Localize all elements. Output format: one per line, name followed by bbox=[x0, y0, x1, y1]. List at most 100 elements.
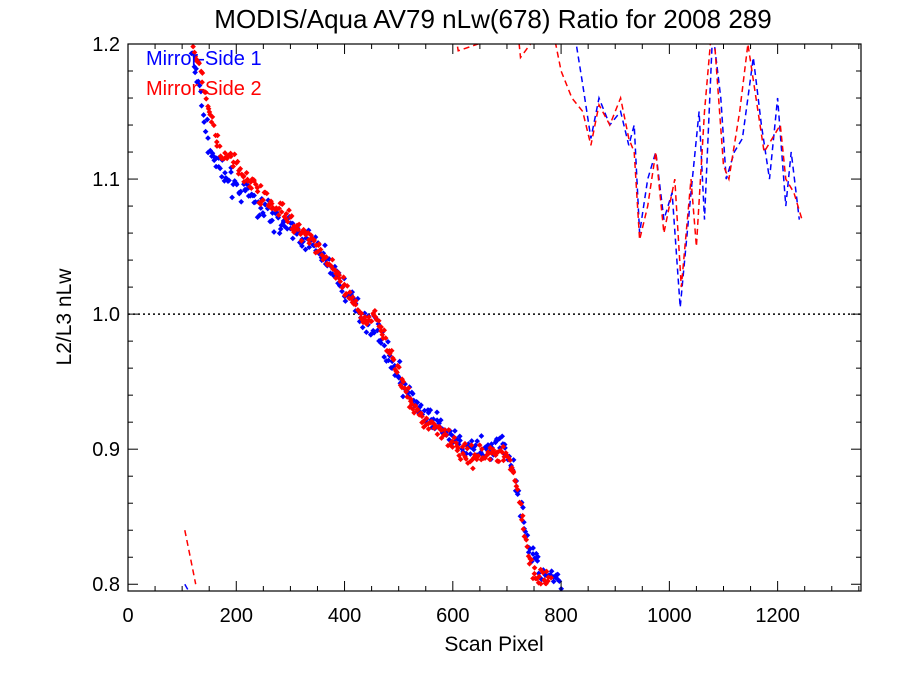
data-point bbox=[518, 501, 524, 507]
data-point bbox=[455, 445, 461, 451]
data-point bbox=[256, 212, 263, 219]
data-point bbox=[337, 278, 344, 285]
series-line bbox=[456, 44, 803, 288]
data-point bbox=[530, 545, 536, 551]
legend: Mirror-Side 1 Mirror-Side 2 bbox=[146, 48, 262, 100]
data-point bbox=[311, 236, 317, 243]
chart-title: MODIS/Aqua AV79 nLw(678) Ratio for 2008 … bbox=[214, 4, 771, 34]
data-point bbox=[349, 294, 356, 300]
data-point bbox=[263, 190, 270, 197]
series-layer bbox=[184, 22, 803, 591]
data-point bbox=[372, 307, 378, 314]
data-point bbox=[443, 432, 450, 438]
data-point bbox=[371, 329, 377, 336]
data-point bbox=[381, 354, 388, 360]
data-point bbox=[548, 568, 555, 575]
data-point bbox=[185, 26, 191, 32]
data-point bbox=[449, 444, 456, 450]
data-point bbox=[202, 128, 209, 135]
data-point bbox=[352, 297, 359, 304]
data-point bbox=[512, 478, 519, 485]
data-point bbox=[216, 143, 223, 150]
data-point bbox=[368, 318, 375, 325]
data-point bbox=[230, 163, 237, 170]
data-point bbox=[284, 218, 291, 225]
data-point bbox=[277, 226, 284, 232]
data-point bbox=[526, 560, 533, 567]
data-point bbox=[317, 246, 324, 253]
data-point bbox=[306, 240, 313, 247]
data-point bbox=[510, 468, 517, 475]
data-point bbox=[407, 396, 414, 402]
data-point bbox=[213, 139, 220, 145]
data-point bbox=[186, 22, 192, 28]
data-point bbox=[198, 88, 204, 95]
data-point bbox=[445, 427, 452, 433]
y-tick-label: 0.8 bbox=[92, 574, 120, 596]
data-point bbox=[203, 95, 210, 102]
data-point bbox=[358, 310, 365, 317]
data-point bbox=[228, 169, 234, 175]
data-point bbox=[243, 169, 250, 176]
data-point bbox=[248, 185, 255, 192]
x-tick-label: 800 bbox=[544, 605, 577, 627]
data-point bbox=[520, 526, 527, 532]
data-point bbox=[388, 347, 395, 354]
data-point bbox=[456, 433, 463, 440]
data-point bbox=[409, 390, 416, 397]
data-point bbox=[226, 177, 232, 184]
data-point bbox=[275, 212, 282, 218]
data-point bbox=[518, 516, 525, 523]
data-point bbox=[202, 89, 209, 96]
data-point bbox=[198, 102, 205, 109]
data-point bbox=[457, 456, 464, 463]
data-point bbox=[462, 440, 468, 447]
x-axis-label: Scan Pixel bbox=[444, 633, 543, 656]
data-point bbox=[470, 446, 477, 453]
data-point bbox=[271, 229, 277, 235]
data-point bbox=[490, 446, 497, 453]
x-tick-label: 1000 bbox=[647, 605, 692, 627]
data-point bbox=[186, 33, 192, 39]
data-point bbox=[378, 340, 384, 346]
data-point bbox=[405, 385, 412, 391]
data-point bbox=[211, 122, 217, 129]
x-tick-label: 0 bbox=[122, 605, 133, 627]
data-point bbox=[302, 246, 309, 253]
data-point bbox=[237, 165, 244, 172]
data-point bbox=[237, 188, 244, 195]
series-1 bbox=[184, 26, 801, 591]
data-point bbox=[234, 158, 241, 165]
y-tick-label: 1.1 bbox=[92, 169, 120, 191]
data-point bbox=[201, 119, 207, 125]
data-point bbox=[238, 198, 245, 205]
data-point bbox=[531, 564, 538, 571]
data-point bbox=[375, 317, 382, 324]
data-point bbox=[342, 298, 349, 304]
data-point bbox=[352, 301, 359, 308]
data-point bbox=[400, 378, 407, 385]
data-point bbox=[323, 254, 330, 260]
x-axis: 0 200 400 600 800 1000 1200 bbox=[122, 44, 860, 627]
data-point bbox=[537, 580, 544, 587]
data-point bbox=[189, 35, 195, 41]
data-point bbox=[365, 314, 372, 320]
data-point bbox=[468, 438, 475, 444]
data-point bbox=[296, 221, 302, 228]
data-point bbox=[419, 413, 425, 420]
data-point bbox=[394, 369, 400, 376]
data-point bbox=[288, 213, 295, 219]
data-point bbox=[278, 209, 285, 215]
data-point bbox=[451, 434, 458, 441]
data-point bbox=[418, 402, 424, 408]
data-point bbox=[390, 356, 397, 363]
data-point bbox=[536, 573, 542, 580]
data-point bbox=[295, 226, 301, 233]
data-point bbox=[476, 442, 483, 448]
data-point bbox=[423, 415, 430, 422]
data-point bbox=[189, 35, 195, 41]
data-point bbox=[186, 34, 192, 40]
data-point bbox=[434, 409, 440, 416]
data-point bbox=[543, 568, 550, 575]
